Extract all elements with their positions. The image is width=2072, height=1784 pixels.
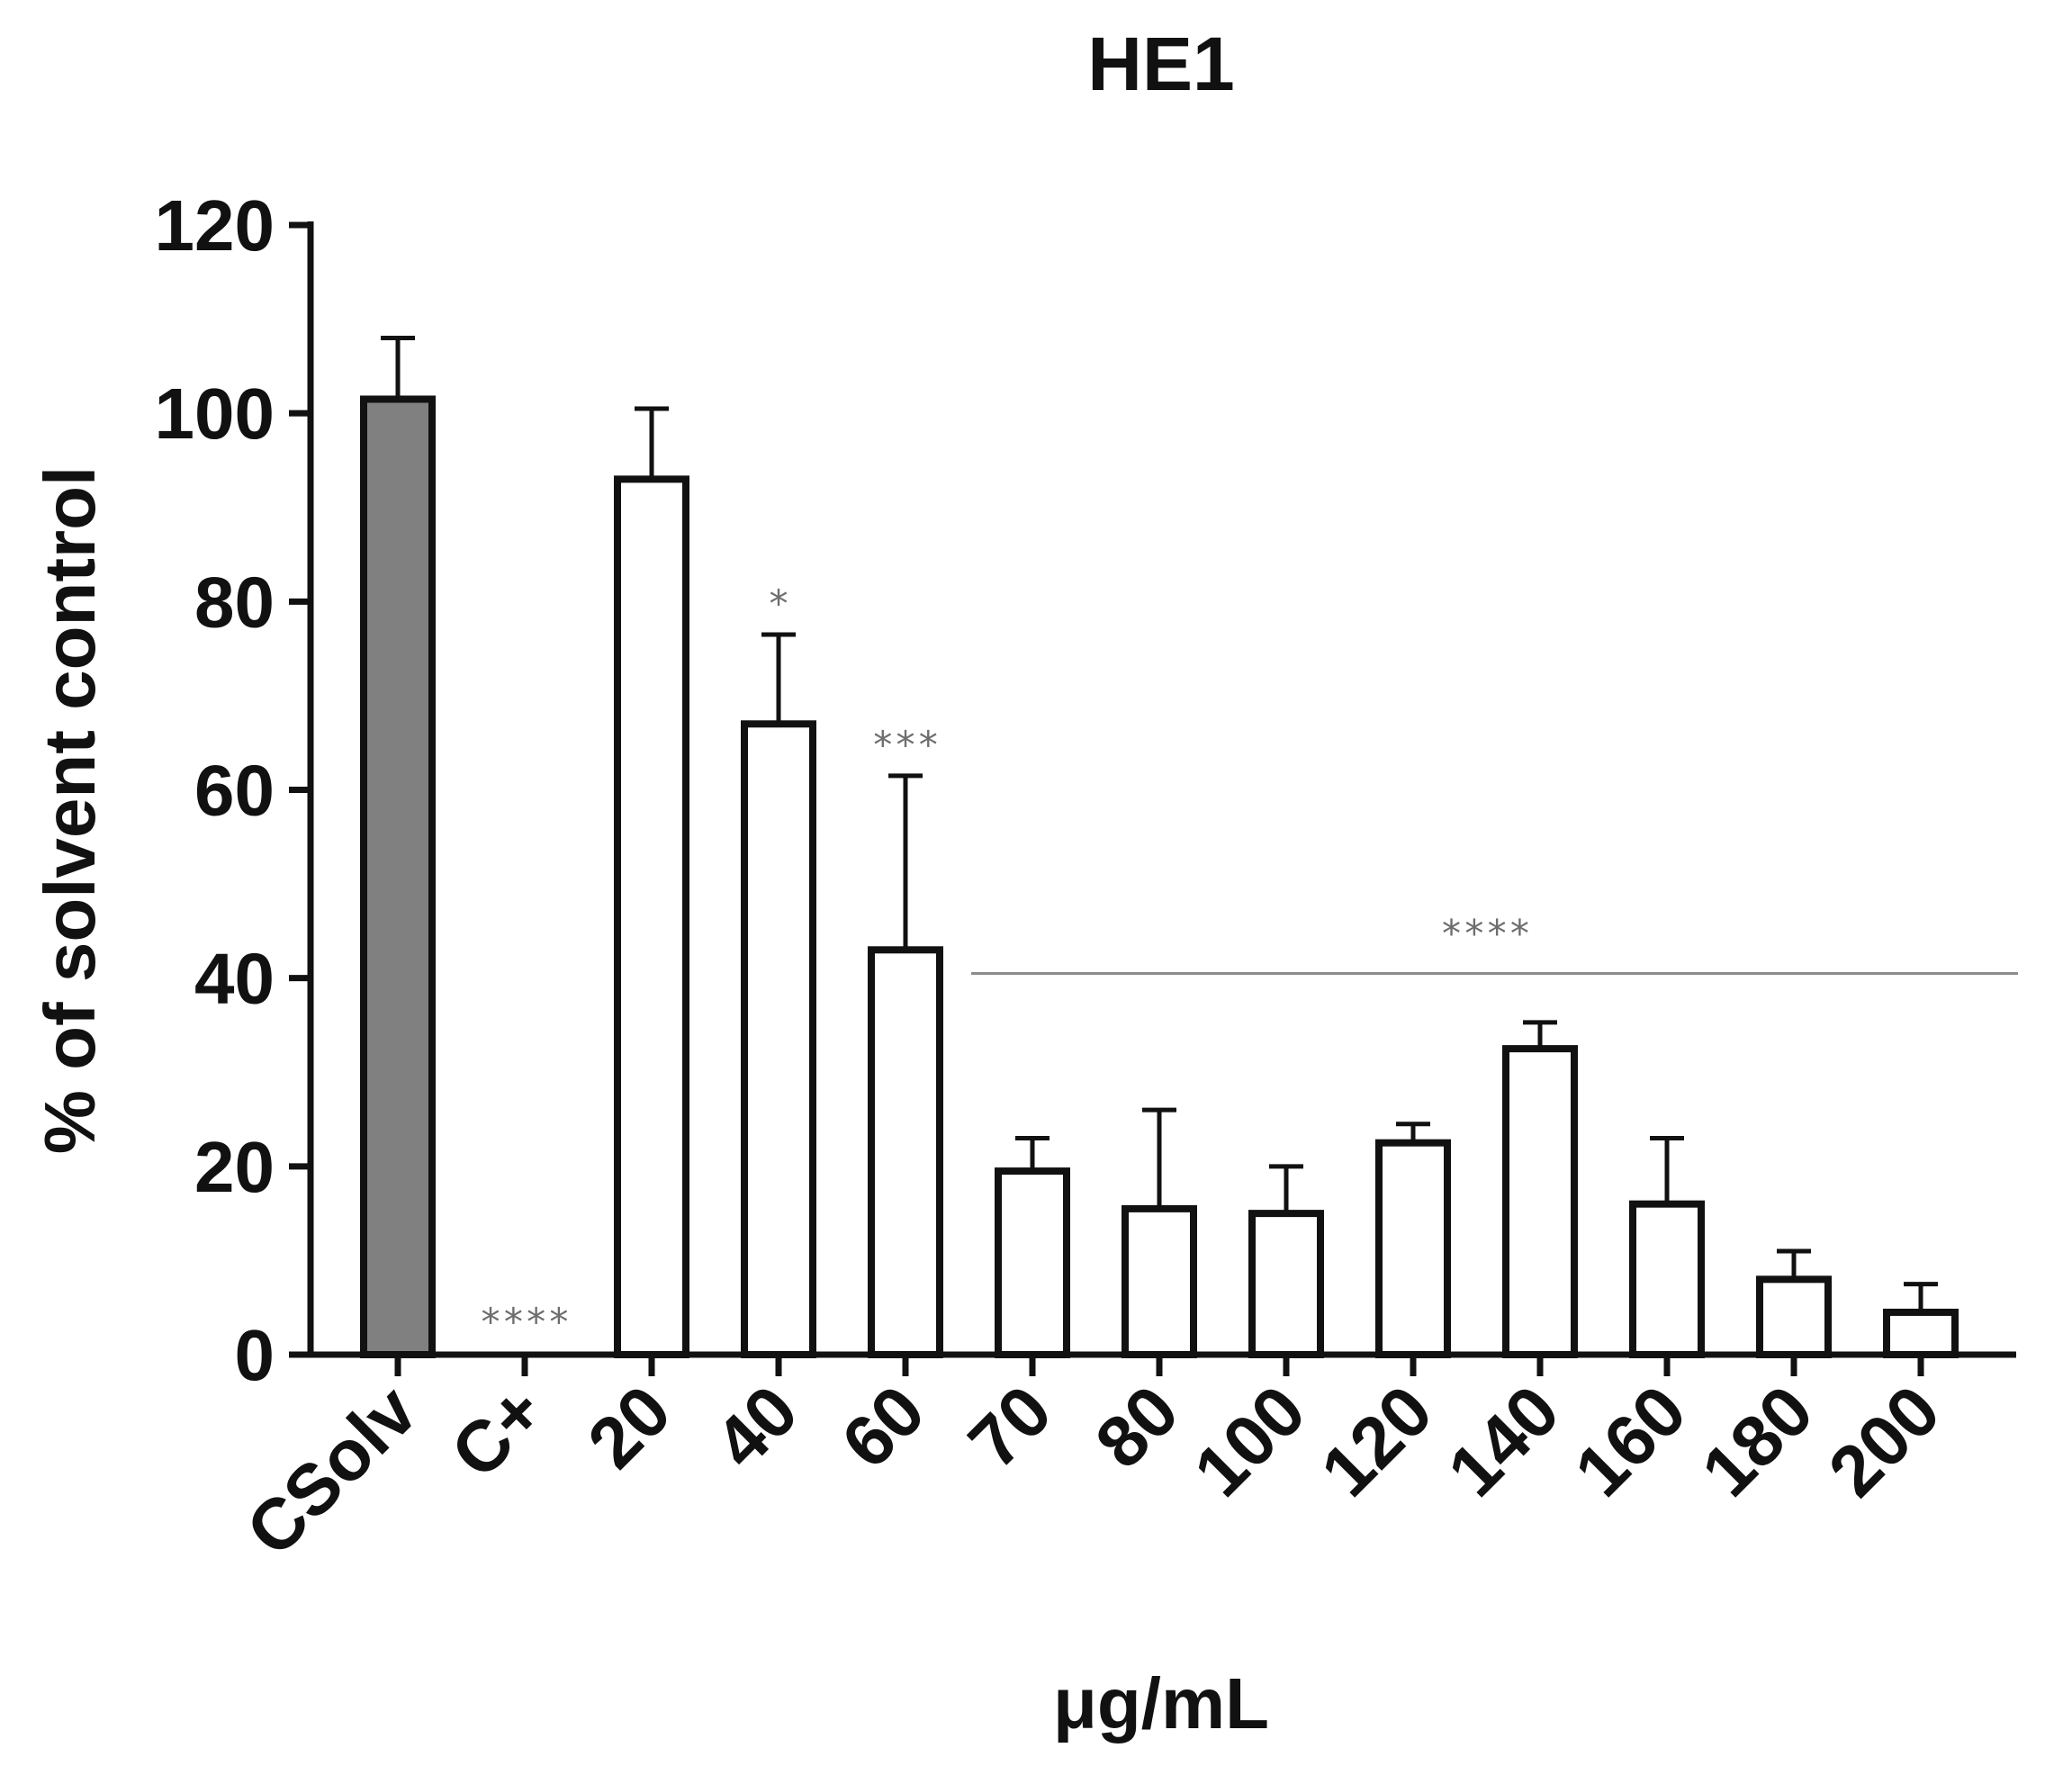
x-tick-label: CSolv [231, 1370, 433, 1572]
x-tick-label: 40 [699, 1370, 813, 1483]
bar [1629, 1200, 1705, 1358]
bar [868, 946, 943, 1358]
bar [1248, 1210, 1324, 1358]
significance-label: *** [871, 723, 940, 767]
bar [1375, 1139, 1451, 1358]
x-tick-label: 80 [1080, 1370, 1194, 1483]
y-tick-label: 100 [155, 374, 275, 454]
bar [1122, 1204, 1197, 1359]
y-axis-label: % of solvent control [30, 466, 110, 1155]
x-tick-label: 140 [1433, 1370, 1574, 1511]
x-tick-label: 20 [572, 1370, 686, 1483]
bar [1756, 1275, 1832, 1359]
bar [360, 395, 436, 1359]
significance-label: **** [1440, 911, 1531, 955]
bar [614, 475, 689, 1358]
x-tick-label: 120 [1306, 1370, 1447, 1511]
x-tick-label: C+ [436, 1370, 559, 1493]
x-tick-label: 100 [1179, 1370, 1320, 1511]
y-tick-label: 120 [155, 185, 275, 266]
bar [741, 720, 816, 1358]
x-axis-label: μg/mL [1053, 1663, 1269, 1743]
bar [1883, 1308, 1959, 1358]
y-tick-label: 0 [235, 1315, 275, 1395]
y-tick-label: 20 [194, 1127, 275, 1207]
x-tick-label: 70 [953, 1370, 1067, 1483]
significance-label: **** [479, 1300, 570, 1344]
chart-title: HE1 [1087, 22, 1234, 106]
bar [1502, 1045, 1578, 1358]
x-tick-label: 180 [1687, 1370, 1828, 1511]
x-tick-label: 160 [1560, 1370, 1701, 1511]
x-tick-label: 200 [1814, 1370, 1955, 1511]
x-tick-label: 60 [826, 1370, 940, 1483]
bar [995, 1167, 1070, 1358]
significance-label: * [767, 581, 789, 626]
y-tick-label: 60 [194, 751, 275, 831]
y-tick-label: 40 [194, 939, 275, 1019]
y-tick-label: 80 [194, 562, 275, 642]
